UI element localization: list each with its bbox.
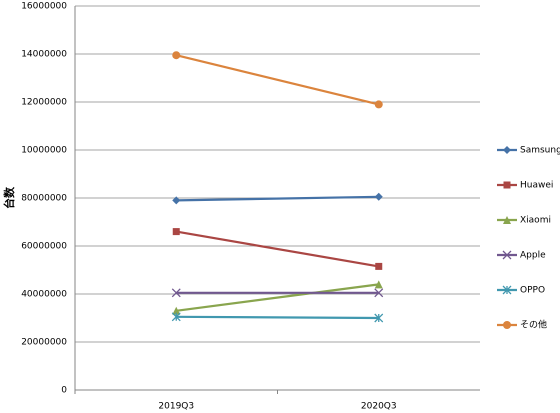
series-line — [176, 283, 379, 312]
series-line — [175, 54, 380, 106]
marker — [172, 196, 181, 205]
marker — [502, 250, 512, 260]
marker — [374, 313, 384, 323]
marker — [374, 100, 383, 109]
marker — [374, 280, 383, 289]
y-tick-label: 20000000 — [21, 338, 67, 348]
y-tick-label: 0 — [61, 386, 67, 396]
marker — [503, 216, 511, 224]
y-tick-label: 14000000 — [21, 50, 67, 60]
series-line — [176, 195, 379, 202]
legend-label: Samsung — [520, 146, 560, 156]
marker — [171, 288, 181, 298]
marker — [171, 312, 181, 322]
x-tick-label: 2020Q3 — [361, 402, 397, 412]
marker — [503, 181, 511, 189]
marker — [172, 51, 181, 60]
x-tick-label: 2019Q3 — [158, 402, 194, 412]
y-tick-label: 80000000 — [21, 194, 67, 204]
marker — [172, 306, 181, 315]
series-line — [176, 230, 379, 268]
legend-label: Huawei — [520, 181, 553, 191]
marker — [502, 285, 512, 295]
legend-label: その他 — [520, 319, 547, 331]
legend-label: Xiaomi — [520, 216, 551, 226]
y-tick-label: 16000000 — [21, 2, 67, 12]
legend-label: OPPO — [520, 286, 545, 296]
marker — [503, 146, 511, 154]
y-tick-label: 60000000 — [21, 242, 67, 252]
y-axis-label: 台数 — [2, 186, 16, 209]
marker — [503, 321, 511, 329]
marker — [375, 262, 383, 270]
marker — [374, 288, 384, 298]
y-tick-label: 10000000 — [21, 146, 67, 156]
marker — [172, 228, 180, 236]
series-line — [176, 315, 379, 320]
y-tick-label: 12000000 — [21, 98, 67, 108]
y-tick-label: 40000000 — [21, 290, 67, 300]
legend-label: Apple — [520, 251, 546, 261]
marker — [374, 192, 383, 201]
